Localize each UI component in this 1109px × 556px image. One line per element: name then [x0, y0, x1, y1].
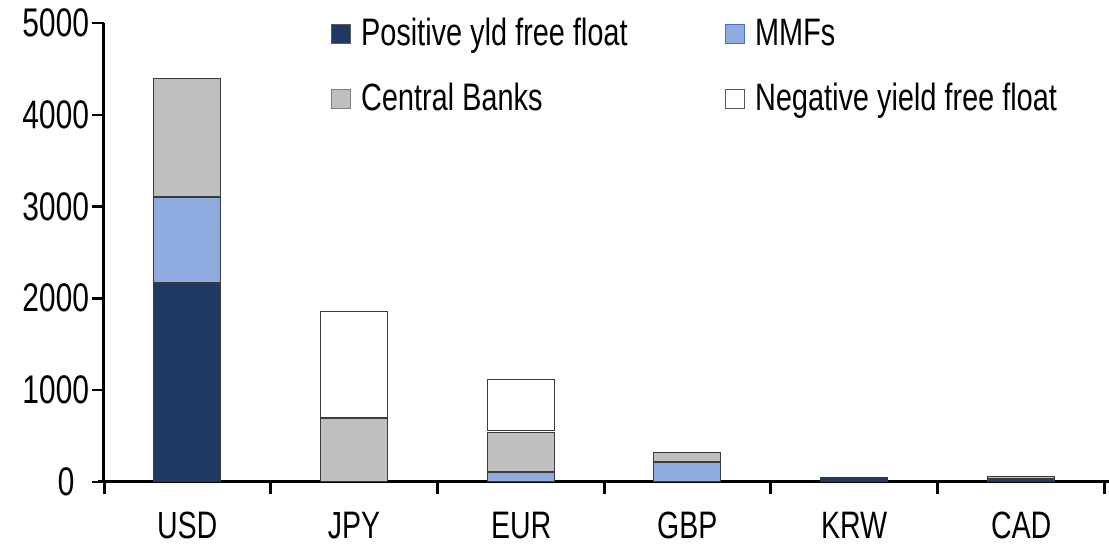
y-tick-mark	[92, 21, 104, 25]
x-category-label: GBP	[627, 506, 747, 546]
bar-EUR-negative-yield-free-float	[486, 379, 555, 432]
y-tick-label: 4000	[0, 94, 89, 136]
legend-marker	[331, 88, 351, 109]
bar-USD-positive-yld-free-float	[153, 282, 222, 482]
bar-EUR-central-banks	[486, 431, 555, 472]
x-category-label: JPY	[294, 506, 414, 546]
x-category-label-text: EUR	[490, 505, 551, 547]
legend-label: Negative yield free float	[755, 77, 1057, 119]
x-boundary-tick	[1102, 480, 1106, 494]
legend-label: Central Banks	[361, 77, 543, 119]
y-tick-label: 1000	[0, 369, 89, 411]
y-tick-label-text: 3000	[22, 184, 89, 229]
x-category-label: CAD	[961, 506, 1081, 546]
y-tick-label-text: 1000	[22, 368, 89, 413]
legend-marker	[725, 23, 745, 44]
legend-item-negative-yield-free-float: Negative yield free float	[725, 77, 1109, 119]
x-category-label-text: KRW	[821, 505, 887, 547]
bar-CAD-central-banks	[986, 476, 1055, 480]
y-axis	[102, 23, 105, 482]
legend-item-mmfs: MMFs	[725, 12, 861, 54]
y-tick-label: 5000	[0, 2, 89, 44]
y-tick-mark	[92, 388, 104, 392]
y-tick-label-text: 4000	[22, 92, 89, 137]
x-boundary-tick	[769, 480, 773, 494]
y-tick-label-text: 2000	[22, 276, 89, 321]
x-category-label: USD	[127, 506, 247, 546]
bar-KRW-positive-yld-free-float	[820, 477, 888, 482]
legend-marker	[331, 23, 351, 44]
y-tick-mark	[92, 480, 104, 484]
bar-GBP-mmfs	[653, 461, 722, 482]
bar-USD-mmfs	[153, 196, 222, 283]
y-tick-label: 3000	[0, 186, 89, 228]
legend-label: MMFs	[755, 12, 836, 54]
y-tick-label: 2000	[0, 277, 89, 319]
bar-CAD-positive-yld-free-float	[986, 479, 1055, 482]
bar-GBP-central-banks	[653, 451, 722, 462]
legend-marker	[725, 88, 745, 109]
bar-USD-central-banks	[153, 78, 222, 197]
x-category-label-text: USD	[157, 505, 218, 547]
x-category-label: EUR	[461, 506, 581, 546]
x-boundary-tick	[269, 480, 273, 494]
y-tick-label-text: 0	[57, 460, 74, 504]
y-tick-mark	[92, 205, 104, 208]
x-boundary-tick	[602, 480, 606, 494]
x-boundary-tick	[435, 480, 439, 494]
y-tick-mark	[92, 297, 104, 300]
y-tick-label-text: 5000	[22, 1, 89, 45]
bar-EUR-mmfs	[486, 471, 555, 482]
x-category-label-text: CAD	[990, 505, 1051, 547]
bar-JPY-negative-yield-free-float	[320, 311, 388, 418]
x-boundary-tick	[102, 480, 106, 494]
legend-label: Positive yld free float	[361, 12, 628, 54]
y-tick-mark	[92, 113, 104, 117]
bar-JPY-central-banks	[320, 417, 388, 482]
y-tick-label: 0	[0, 461, 74, 503]
legend-item-central-banks: Central Banks	[331, 77, 600, 119]
x-boundary-tick	[935, 480, 939, 494]
x-category-label: KRW	[794, 506, 914, 546]
x-category-label-text: GBP	[657, 505, 718, 547]
x-category-label-text: JPY	[327, 505, 381, 547]
legend-item-positive-yld-free-float: Positive yld free float	[331, 12, 712, 54]
